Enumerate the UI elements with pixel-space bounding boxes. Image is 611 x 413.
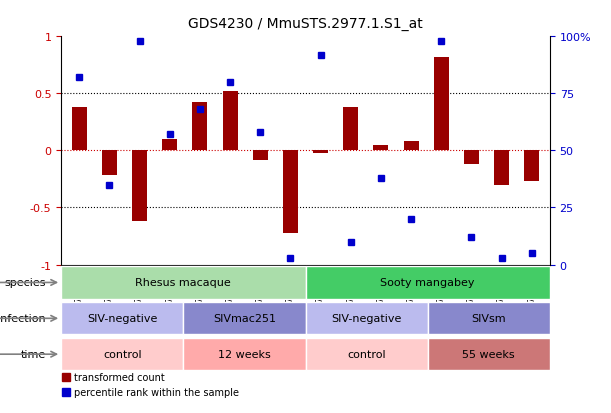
Bar [524,151,540,182]
Bar [162,140,177,151]
Legend: transformed count, percentile rank within the sample: transformed count, percentile rank withi… [61,372,239,397]
FancyBboxPatch shape [428,302,550,335]
FancyBboxPatch shape [61,302,183,335]
FancyBboxPatch shape [61,267,306,299]
Text: SIV-negative: SIV-negative [331,313,402,323]
Bar [283,151,298,233]
Text: infection: infection [0,313,46,323]
Text: control: control [103,349,142,359]
FancyBboxPatch shape [306,302,428,335]
FancyBboxPatch shape [428,338,550,370]
Bar [403,142,419,151]
FancyBboxPatch shape [306,338,428,370]
Text: species: species [4,278,46,288]
Text: time: time [21,349,46,359]
Bar [494,151,509,185]
Text: 12 weeks: 12 weeks [218,349,271,359]
Bar [253,151,268,160]
FancyBboxPatch shape [183,302,306,335]
Bar [192,103,208,151]
Text: Rhesus macaque: Rhesus macaque [136,278,231,288]
Text: SIVmac251: SIVmac251 [213,313,276,323]
Text: Sooty mangabey: Sooty mangabey [381,278,475,288]
Text: control: control [347,349,386,359]
Bar [434,58,449,151]
Bar [373,145,389,151]
Bar [222,92,238,151]
FancyBboxPatch shape [183,338,306,370]
Text: SIV-negative: SIV-negative [87,313,158,323]
Text: GDS4230 / MmuSTS.2977.1.S1_at: GDS4230 / MmuSTS.2977.1.S1_at [188,17,423,31]
Text: 55 weeks: 55 weeks [463,349,515,359]
Text: SIVsm: SIVsm [472,313,506,323]
Bar [343,108,358,151]
FancyBboxPatch shape [306,267,550,299]
Bar [102,151,117,176]
Bar [132,151,147,222]
Bar [71,108,87,151]
Bar [464,151,479,165]
Bar [313,151,328,153]
FancyBboxPatch shape [61,338,183,370]
